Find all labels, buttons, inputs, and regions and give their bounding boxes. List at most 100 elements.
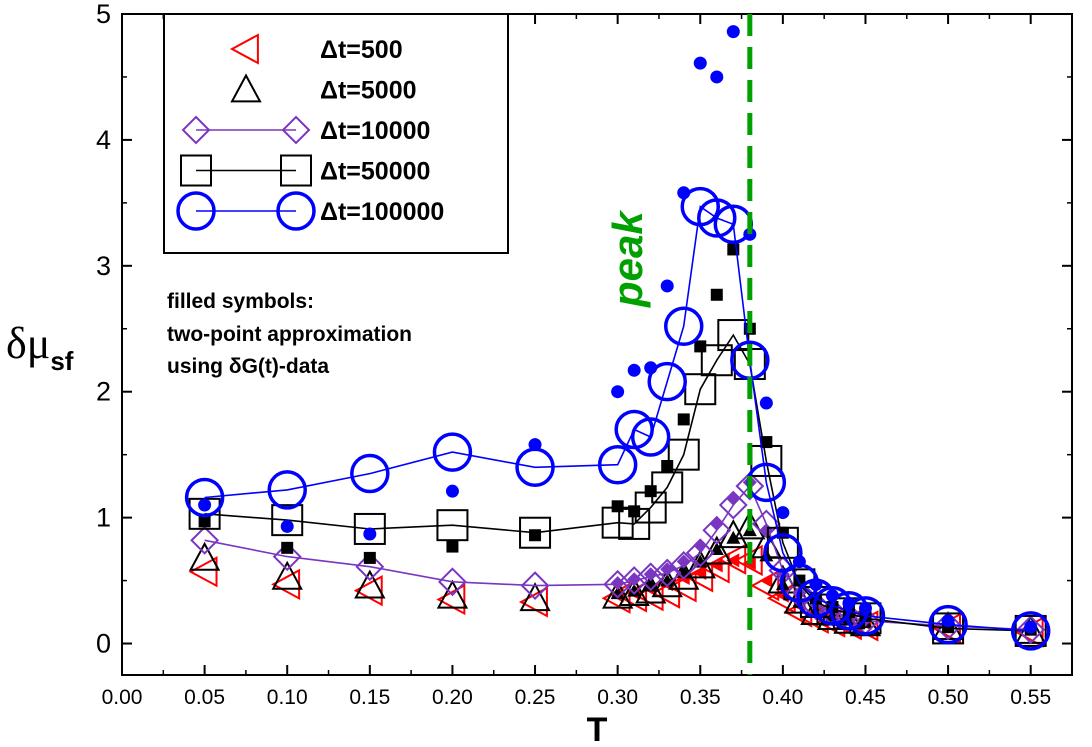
y-tick-label: 0 <box>96 629 111 659</box>
series-3 <box>188 243 1047 647</box>
filled-point <box>363 527 377 541</box>
data-point <box>271 504 304 537</box>
filled-point <box>693 538 708 553</box>
y-tick-label: 3 <box>96 251 111 281</box>
legend-label: Δt=500 <box>320 36 403 64</box>
filled-point <box>281 541 294 554</box>
data-point <box>354 569 386 599</box>
data-point <box>702 515 732 545</box>
data-point <box>188 556 218 588</box>
data-point <box>735 471 765 501</box>
data-point <box>718 490 748 520</box>
x-tick-label: 0.10 <box>267 686 308 709</box>
legend: Δt=500 Δt=5000 Δt=10000 Δt=50000 Δt=100000 <box>163 13 509 254</box>
data-point <box>763 533 803 573</box>
data-point <box>601 579 634 609</box>
data-point <box>515 447 555 488</box>
data-point <box>350 453 390 494</box>
legend-box <box>163 13 509 254</box>
data-point <box>697 198 737 238</box>
data-point <box>519 516 552 549</box>
legend-entry: Δt=5000 <box>230 73 417 105</box>
data-point <box>188 541 221 571</box>
y-tick-label: 5 <box>96 0 111 29</box>
data-point <box>618 507 651 540</box>
annotation-line-3: using δG(t)-data <box>167 355 329 378</box>
filled-point <box>710 70 724 84</box>
filled-point <box>759 396 773 410</box>
data-point <box>651 568 683 598</box>
data-point <box>651 471 684 504</box>
filled-point <box>627 583 642 597</box>
x-tick-label: 0.50 <box>928 686 969 709</box>
series-2 <box>190 471 1046 645</box>
filled-point <box>726 553 740 568</box>
annotation: filled symbols: two-point approximation … <box>167 290 412 378</box>
data-point <box>271 568 301 601</box>
filled-point <box>676 554 691 569</box>
filled-point <box>693 56 707 70</box>
filled-point <box>941 614 955 628</box>
x-tick-label: 0.30 <box>597 686 638 709</box>
filled-point <box>709 516 724 531</box>
data-point <box>663 306 704 346</box>
data-point <box>634 491 667 524</box>
legend-entry: Δt=100000 <box>176 191 444 231</box>
data-point <box>1010 611 1051 651</box>
data-point <box>355 552 385 582</box>
filled-point <box>694 340 707 353</box>
filled-point <box>445 484 459 498</box>
data-point <box>1014 614 1047 647</box>
data-point <box>619 566 649 595</box>
y-axis-label-main: δμ <box>6 319 50 368</box>
filled-point <box>709 558 723 573</box>
data-point <box>829 591 869 631</box>
legend-label: Δt=10000 <box>320 117 430 145</box>
x-tick-label: 0.25 <box>515 686 556 709</box>
legend-label: Δt=100000 <box>320 198 444 226</box>
data-point <box>845 596 886 636</box>
filled-point <box>627 363 641 377</box>
filled-point <box>198 515 211 528</box>
filled-point <box>610 586 625 600</box>
data-point <box>685 538 715 568</box>
data-point <box>184 477 225 518</box>
y-tick-label: 1 <box>96 503 111 533</box>
filled-point <box>726 25 740 39</box>
data-point <box>667 438 700 471</box>
data-point <box>603 569 633 599</box>
data-point <box>928 604 968 645</box>
filled-point <box>644 485 657 498</box>
y-axis-label: δμsf <box>6 319 74 376</box>
legend-marker <box>181 115 211 145</box>
filled-point <box>198 498 212 512</box>
data-point <box>601 506 634 539</box>
data-point <box>636 562 666 592</box>
y-tick-label: 4 <box>96 125 111 155</box>
legend-marker <box>229 33 259 65</box>
legend-marker <box>280 154 312 187</box>
data-point <box>700 552 730 584</box>
filled-point <box>643 578 658 592</box>
filled-point <box>280 519 294 533</box>
annotation-line-2: two-point approximation <box>167 323 412 346</box>
data-point <box>669 551 699 580</box>
data-point <box>652 558 682 588</box>
data-point <box>717 543 747 575</box>
filled-point <box>710 288 723 301</box>
data-point <box>272 542 302 572</box>
data-point <box>271 560 303 590</box>
data-point <box>630 417 671 457</box>
data-point <box>1016 615 1046 645</box>
y-tick-label: 2 <box>96 377 111 407</box>
data-point <box>432 432 473 472</box>
filled-point <box>677 413 690 426</box>
data-point <box>190 525 220 555</box>
x-tick-label: 0.45 <box>845 686 886 709</box>
filled-point <box>363 551 376 564</box>
x-tick-label: 0.00 <box>102 686 143 709</box>
data-point <box>618 577 650 607</box>
data-point <box>438 567 467 597</box>
data-point <box>353 512 386 545</box>
